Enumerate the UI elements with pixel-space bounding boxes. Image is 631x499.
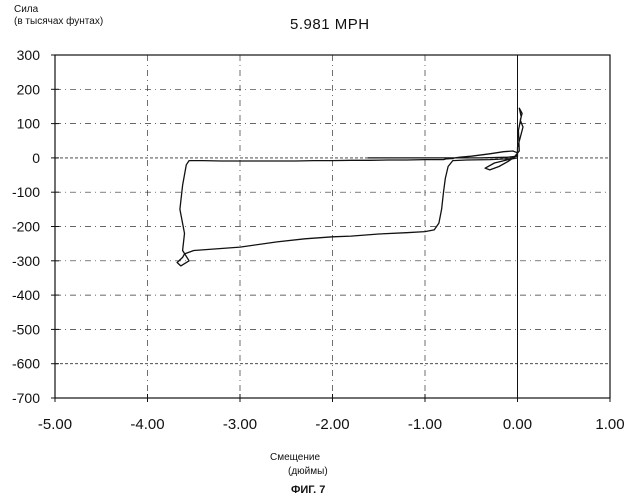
axes [55,55,610,398]
y-axis-title-line2: (в тысячах фунтах) [14,16,103,28]
y-tick-label: 200 [17,81,41,97]
data-series [177,108,523,266]
y-tick-label: -500 [12,321,40,337]
x-axis-title-line2: (дюймы) [288,466,328,478]
y-tick-label: -200 [12,219,40,235]
hysteresis-curve [177,108,523,266]
x-axis-title-line1: Смещение [270,452,320,464]
x-tick-label: 1.00 [595,416,624,433]
grid [55,55,610,398]
y-tick-label: 300 [17,47,41,63]
x-tick-label: -1.00 [408,416,442,433]
chart-title: 5.981 MPH [290,16,370,33]
y-tick-label: -700 [12,390,40,406]
figure-caption: ФИГ. 7 [291,484,325,496]
ticks: 300 200 100 0 -100 -200 -300 -400 -500 -600 -700 -5… [12,47,625,433]
x-tick-label: -3.00 [223,416,257,433]
y-axis-title-line1: Сила [14,4,38,16]
y-tick-label: 0 [32,150,40,166]
x-tick-label: 0.00 [503,416,532,433]
plot-frame [55,55,610,398]
x-tick-label: -5.00 [38,416,72,433]
x-tick-label: -4.00 [130,416,164,433]
y-tick-label: -600 [12,356,40,372]
x-tick-label: -2.00 [315,416,349,433]
y-tick-label: -100 [12,184,40,200]
y-tick-label: 100 [17,116,41,132]
y-tick-label: -300 [12,253,40,269]
y-tick-label: -400 [12,287,40,303]
